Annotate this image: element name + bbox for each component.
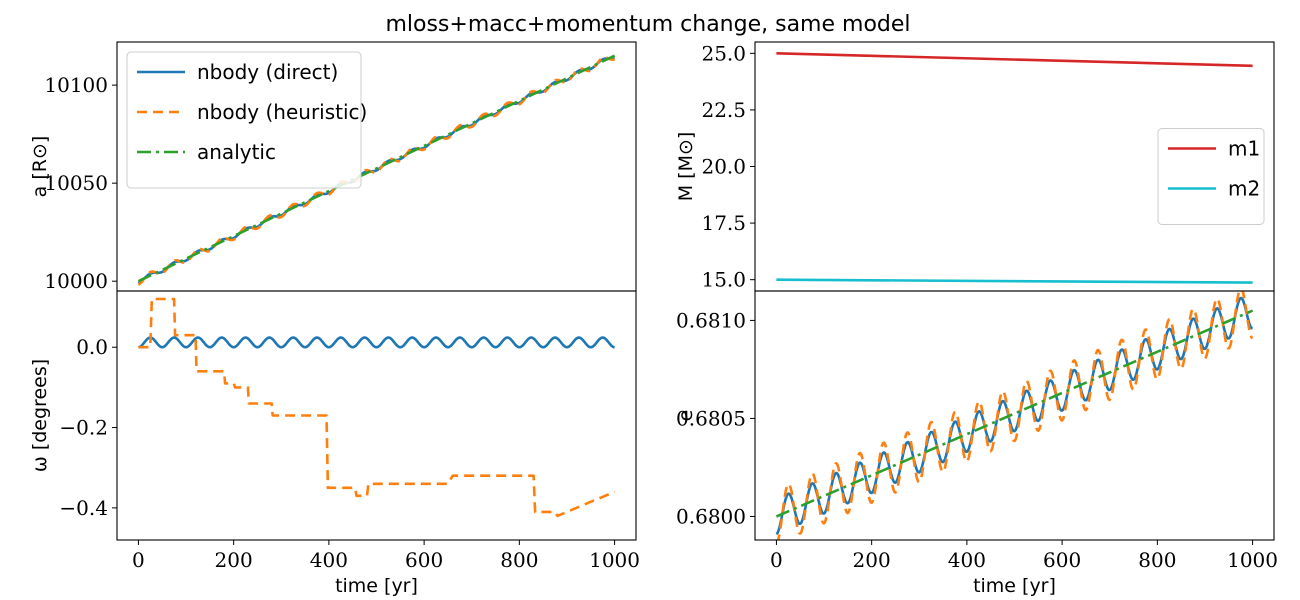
series-line-nbody-direct xyxy=(138,336,615,349)
figure-title: mloss+macc+momentum change, same model xyxy=(385,12,910,37)
legend: nbody (direct) nbody (heuristic) analytic xyxy=(126,51,367,189)
series-group xyxy=(775,291,1254,540)
y-tick-label: 0.0 xyxy=(76,335,108,359)
chart-bottom-right: 0.6800 0.6805 0.6810 0 200 400 600 800 1000 time … xyxy=(675,290,1278,597)
legend-label: m1 xyxy=(1228,137,1260,161)
series-line-nbody-heuristic xyxy=(138,297,616,518)
x-tick-label: 200 xyxy=(215,548,253,572)
chart-bottom-left: 0.0 −0.2 −0.4 0 200 400 600 800 1000 time [yr] ω [… xyxy=(29,290,640,597)
legend: m1 m2 xyxy=(1157,128,1265,225)
x-tick-label: 800 xyxy=(500,548,538,572)
x-axis-label: time [yr] xyxy=(335,575,418,597)
x-tick-label: 200 xyxy=(853,548,891,572)
y-tick-label: 0.6800 xyxy=(676,504,746,528)
y-tick-label: 17.5 xyxy=(701,211,746,235)
series-line-m1 xyxy=(776,52,1253,68)
y-tick-label: 10100 xyxy=(44,73,108,97)
series-line-nbody-direct xyxy=(775,296,1253,536)
y-tick-label: 15.0 xyxy=(701,268,746,292)
legend-label: nbody (heuristic) xyxy=(197,100,367,124)
plot-frame xyxy=(754,290,1275,541)
x-tick-label: 0 xyxy=(132,548,145,572)
y-tick-label: 0.6805 xyxy=(676,406,746,430)
series-group xyxy=(137,54,616,286)
y-tick-label: 20.0 xyxy=(701,155,746,179)
chart-top-right: 15.0 17.5 20.0 22.5 25.0 M [M⊙] m1 m2 xyxy=(675,41,1275,292)
y-tick-label: −0.4 xyxy=(59,496,108,520)
y-axis-label: e xyxy=(675,410,697,422)
x-tick-label: 1000 xyxy=(1227,548,1278,572)
x-tick-label: 400 xyxy=(948,548,986,572)
legend-label: nbody (direct) xyxy=(197,60,338,84)
y-tick-label: 0.6810 xyxy=(676,308,746,332)
legend-label: m2 xyxy=(1228,177,1260,201)
series-group xyxy=(776,52,1253,284)
x-tick-label: 600 xyxy=(1043,548,1081,572)
y-axis-label: M [M⊙] xyxy=(675,132,697,202)
series-group xyxy=(138,297,616,518)
x-tick-label: 1000 xyxy=(589,548,640,572)
y-tick-label: 25.0 xyxy=(701,41,746,65)
y-tick-label: 10000 xyxy=(44,269,108,293)
x-axis-label: time [yr] xyxy=(973,575,1056,597)
series-line-nbody-heuristic xyxy=(137,56,615,286)
series-line-nbody-heuristic xyxy=(776,291,1254,540)
y-tick-label: 22.5 xyxy=(701,98,746,122)
legend-label: analytic xyxy=(197,140,276,164)
y-tick-label: −0.2 xyxy=(59,416,108,440)
series-line-m2 xyxy=(776,278,1253,284)
legend-box xyxy=(126,51,362,189)
x-tick-label: 400 xyxy=(310,548,348,572)
series-line-analytic xyxy=(137,54,616,283)
y-tick-label: 10050 xyxy=(44,171,108,195)
plot-frame xyxy=(116,290,637,541)
x-tick-label: 800 xyxy=(1138,548,1176,572)
series-line-analytic xyxy=(775,309,1254,518)
y-axis-label: a [R⊙] xyxy=(29,136,51,198)
x-tick-label: 0 xyxy=(770,548,783,572)
x-tick-label: 600 xyxy=(405,548,443,572)
legend-box xyxy=(1157,128,1265,225)
y-axis-label: ω [degrees] xyxy=(29,359,51,472)
